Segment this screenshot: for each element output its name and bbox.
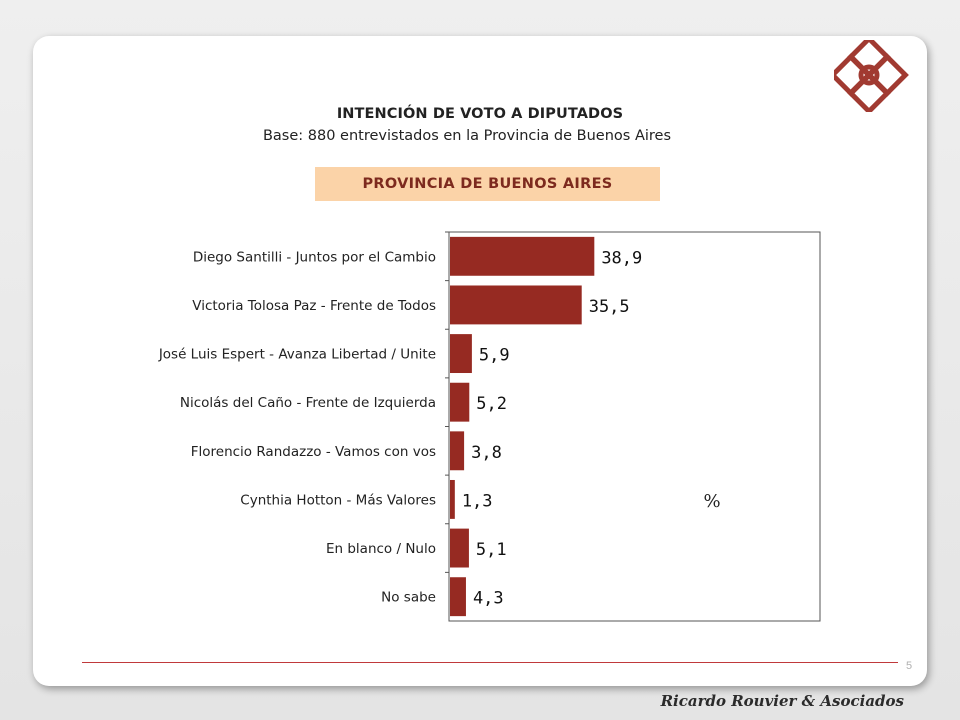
slide-background	[33, 36, 927, 686]
value-label: 4,3	[473, 589, 504, 609]
category-label: En blanco / Nulo	[326, 541, 436, 557]
bar-4	[450, 431, 465, 471]
value-label: 38,9	[601, 248, 642, 268]
category-label: Victoria Tolosa Paz - Frente de Todos	[192, 298, 436, 314]
value-label: 3,8	[471, 443, 502, 463]
chart-title: INTENCIÓN DE VOTO A DIPUTADOS	[336, 106, 624, 122]
bar-7	[450, 577, 466, 617]
bar-5	[450, 479, 455, 519]
bar-2	[450, 334, 472, 374]
company-signature: Ricardo Rouvier & Asociados	[660, 692, 904, 710]
category-label: No sabe	[381, 590, 436, 606]
bar-0	[450, 236, 595, 276]
category-label: Diego Santilli - Juntos por el Cambio	[193, 249, 436, 265]
category-label: Florencio Randazzo - Vamos con vos	[191, 444, 436, 460]
value-label: 5,9	[479, 346, 510, 366]
region-label: PROVINCIA DE BUENOS AIRES	[315, 167, 660, 201]
bar-3	[450, 382, 470, 422]
category-label: Cynthia Hotton - Más Valores	[240, 492, 436, 508]
value-label: 5,2	[476, 394, 507, 414]
page-number: 5	[906, 660, 913, 672]
bar-1	[450, 285, 582, 325]
bar-6	[450, 528, 469, 568]
category-label: Nicolás del Caño - Frente de Izquierda	[180, 395, 436, 411]
value-label: 5,1	[476, 540, 507, 560]
chart-subtitle: Base: 880 entrevistados en la Provincia …	[262, 128, 672, 144]
category-label: José Luis Espert - Avanza Libertad / Uni…	[158, 347, 436, 363]
value-label: 35,5	[589, 297, 630, 317]
footer-divider	[82, 662, 898, 663]
value-label: 1,3	[462, 491, 493, 511]
unit-label: %	[703, 491, 720, 512]
rouvier-logo-icon	[834, 40, 909, 112]
